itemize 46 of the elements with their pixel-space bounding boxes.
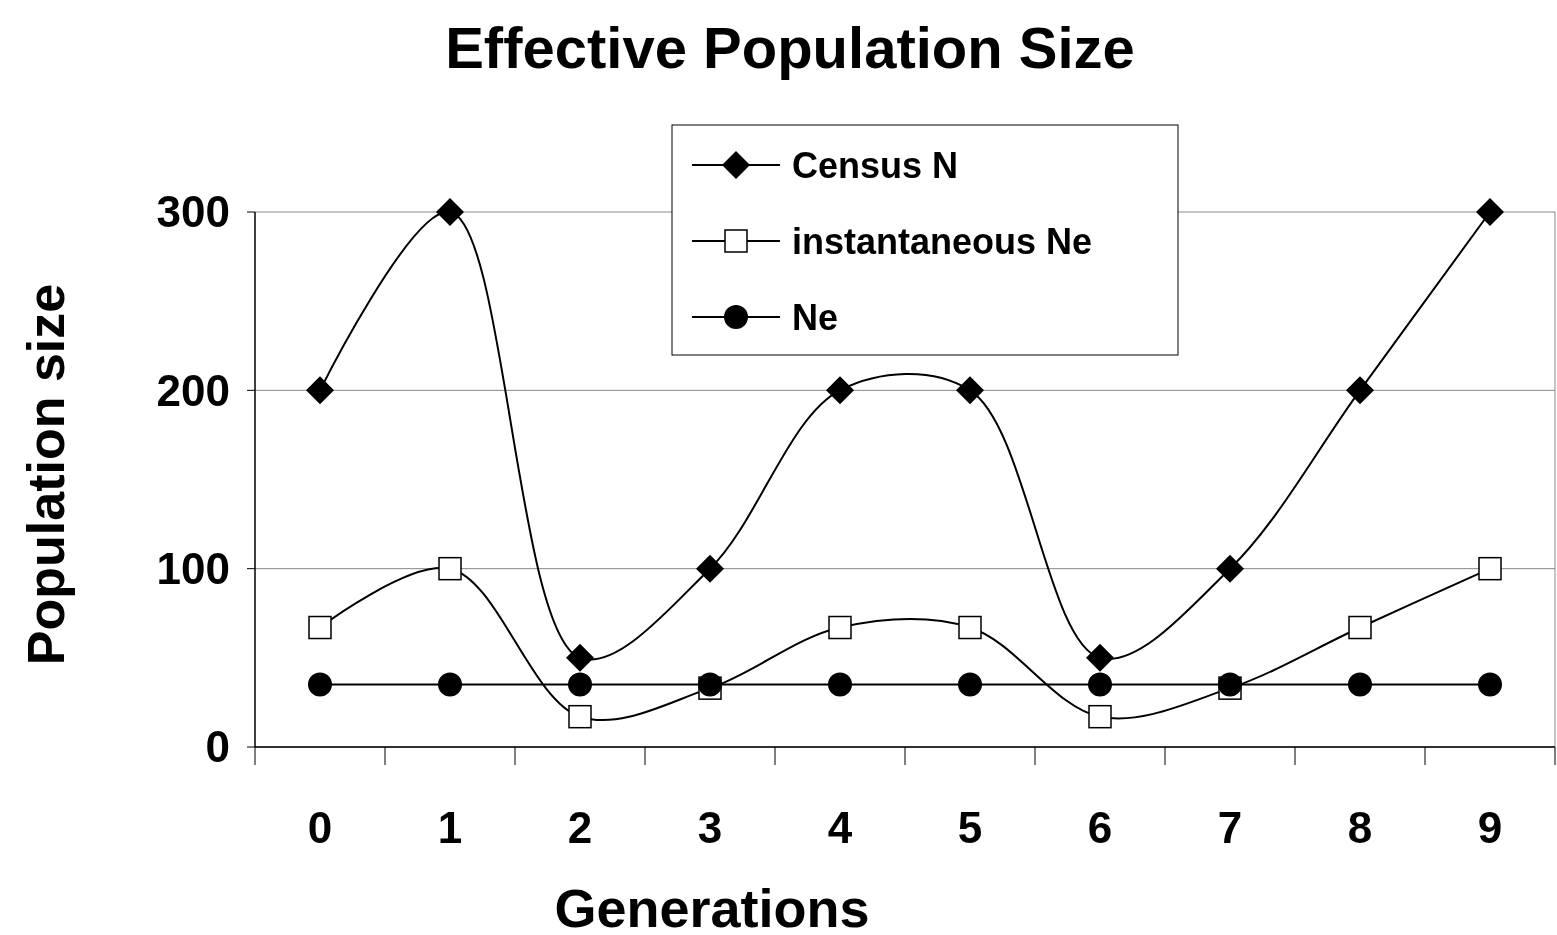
point <box>438 672 462 697</box>
point <box>1088 672 1112 697</box>
point <box>436 198 464 226</box>
x-tick-label: 4 <box>827 803 853 852</box>
point <box>306 376 334 405</box>
x-tick-label: 2 <box>567 803 593 852</box>
point <box>1346 376 1374 405</box>
point <box>1348 672 1372 697</box>
chart-title: Effective Population Size <box>445 15 1135 80</box>
y-tick-label: 100 <box>156 544 230 594</box>
point <box>568 672 592 697</box>
point <box>1478 672 1502 697</box>
point <box>1478 556 1502 581</box>
point <box>566 643 594 672</box>
point <box>1216 554 1244 583</box>
point <box>696 554 724 583</box>
point <box>826 376 854 405</box>
point <box>958 615 982 640</box>
point <box>308 615 332 640</box>
point <box>1348 615 1372 640</box>
legend-label: instantaneous Ne <box>792 220 1093 262</box>
point <box>568 704 592 729</box>
point <box>308 672 332 697</box>
point <box>1086 643 1114 672</box>
point <box>956 376 984 405</box>
x-tick-label: 3 <box>697 803 723 852</box>
point <box>828 672 852 697</box>
x-tick-label: 1 <box>437 803 463 852</box>
x-tick-label: 0 <box>307 803 333 852</box>
y-tick-label: 300 <box>156 187 230 237</box>
x-tick-label: 6 <box>1087 803 1113 852</box>
x-tick-label: 7 <box>1217 803 1243 852</box>
x-tick-label: 8 <box>1347 803 1373 852</box>
point <box>438 556 462 581</box>
y-tick-label: 200 <box>156 365 230 415</box>
y-axis-title: Population size <box>17 283 75 666</box>
point <box>1088 704 1112 729</box>
y-tick-label: 0 <box>205 722 230 772</box>
x-axis-title: Generations <box>554 878 870 935</box>
point <box>958 672 982 697</box>
legend-label: Ne <box>792 296 839 338</box>
x-tick-label: 5 <box>957 803 983 852</box>
x-tick-label: 9 <box>1477 803 1503 852</box>
point <box>1476 198 1504 226</box>
legend-label: Census N <box>792 144 959 186</box>
point <box>828 615 852 640</box>
